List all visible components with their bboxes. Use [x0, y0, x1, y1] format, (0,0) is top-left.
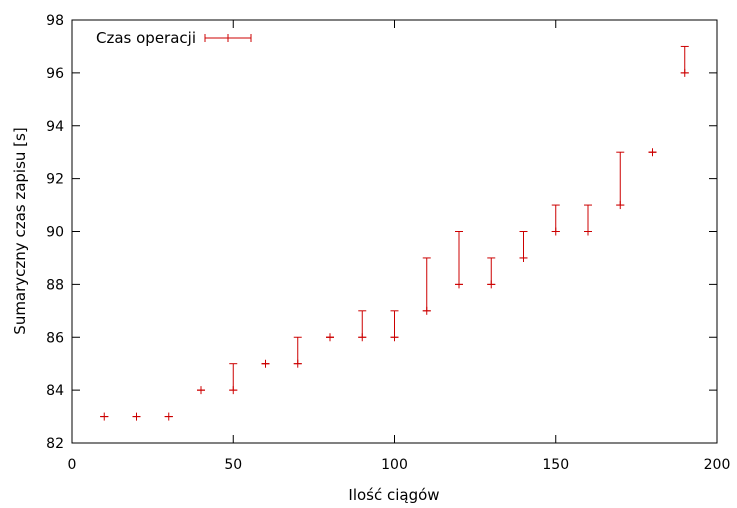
y-axis-label: Sumaryczny czas zapisu [s]	[11, 127, 29, 334]
error-bar	[197, 386, 205, 395]
legend: Czas operacji	[96, 29, 252, 47]
y-tick-label: 98	[46, 13, 64, 29]
error-bar	[326, 333, 334, 342]
y-tick-label: 90	[46, 225, 64, 241]
error-bar	[261, 359, 270, 368]
error-bar	[487, 257, 496, 289]
x-tick-label: 200	[704, 457, 731, 473]
error-bar	[648, 148, 657, 157]
error-bar	[229, 363, 238, 395]
error-bar	[358, 310, 367, 342]
error-bar	[293, 336, 302, 368]
y-tick-label: 94	[46, 119, 64, 135]
y-tick-label: 84	[46, 383, 64, 399]
error-bar	[680, 45, 689, 77]
y-tick-label: 96	[46, 66, 64, 82]
error-bar	[551, 204, 560, 236]
x-tick-label: 50	[224, 457, 242, 473]
error-bar	[164, 412, 173, 421]
error-bar	[100, 412, 109, 421]
x-axis-label: Ilość ciągów	[348, 486, 439, 504]
error-bar	[390, 310, 399, 342]
y-axis-ticks: 82 84 86 88 90 92 94 96 98	[46, 13, 717, 452]
error-bar	[584, 204, 592, 236]
y-tick-label: 82	[46, 436, 64, 452]
legend-sample	[204, 34, 252, 42]
error-bar	[132, 412, 141, 421]
error-bar	[422, 257, 431, 315]
error-bar	[455, 231, 463, 289]
plot-frame	[71, 19, 718, 444]
legend-label: Czas operacji	[96, 29, 196, 47]
error-bar	[519, 231, 528, 262]
x-tick-label: 100	[381, 457, 408, 473]
y-tick-label: 88	[46, 277, 64, 293]
x-tick-label: 0	[68, 457, 77, 473]
x-axis-ticks: 0 50 100 150 200	[68, 20, 731, 473]
y-tick-label: 92	[46, 172, 64, 188]
error-bars	[100, 45, 689, 421]
error-bar	[616, 151, 625, 210]
y-tick-label: 86	[46, 330, 64, 346]
x-tick-label: 150	[542, 457, 569, 473]
